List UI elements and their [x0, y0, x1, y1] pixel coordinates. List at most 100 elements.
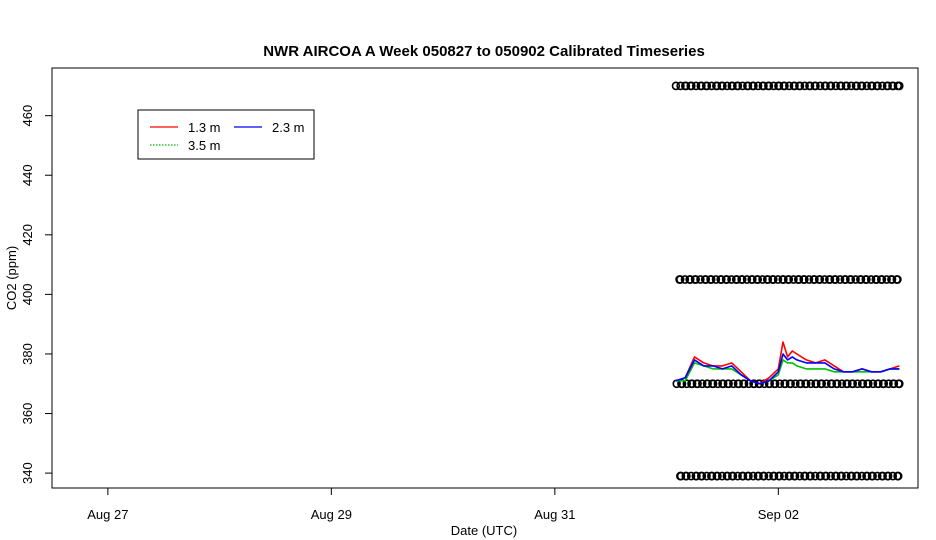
reference-point — [863, 471, 872, 481]
legend-label-2-3m: 2.3 m — [272, 120, 305, 135]
reference-point — [786, 379, 795, 389]
reference-point — [744, 471, 753, 481]
reference-point — [723, 471, 732, 481]
reference-point — [733, 81, 743, 91]
reference-point — [759, 81, 768, 91]
reference-point — [811, 471, 820, 481]
reference-point — [784, 81, 794, 91]
reference-point — [842, 81, 851, 91]
reference-point — [858, 379, 868, 389]
reference-point — [754, 471, 763, 481]
reference-point — [676, 471, 686, 481]
y-tick-label: 420 — [20, 224, 35, 246]
reference-point — [739, 379, 749, 389]
reference-point — [697, 81, 706, 91]
reference-point — [804, 275, 814, 284]
reference-point — [676, 275, 685, 284]
reference-point — [846, 275, 856, 284]
reference-point — [894, 471, 903, 481]
reference-point — [800, 81, 809, 91]
reference-point — [791, 379, 800, 389]
reference-point — [686, 471, 696, 481]
reference-point — [708, 379, 718, 389]
reference-point — [862, 275, 871, 284]
reference-point — [873, 471, 882, 481]
reference-point — [847, 471, 856, 481]
reference-point — [851, 275, 860, 284]
reference-point — [852, 471, 862, 481]
reference-point — [827, 379, 837, 389]
reference-point — [843, 379, 852, 389]
reference-point — [712, 81, 722, 91]
reference-point — [795, 471, 804, 481]
reference-point — [701, 275, 711, 284]
reference-point — [789, 275, 798, 284]
chart-title: NWR AIRCOA A Week 050827 to 050902 Calib… — [263, 43, 705, 60]
reference-point — [781, 379, 790, 389]
y-tick-label: 460 — [20, 105, 35, 127]
reference-point — [836, 81, 846, 91]
reference-point — [866, 275, 876, 284]
reference-point — [784, 275, 794, 284]
reference-point — [758, 275, 767, 284]
x-tick-label: Aug 29 — [311, 507, 352, 522]
x-tick-label: Aug 27 — [87, 507, 128, 522]
reference-point — [872, 275, 881, 284]
reference-point — [893, 275, 902, 284]
reference-point — [711, 275, 721, 284]
legend-label-1-3m: 1.3 m — [188, 120, 221, 135]
reference-point — [733, 471, 742, 481]
reference-point — [686, 275, 695, 284]
series-line-2-3-m — [675, 353, 900, 385]
reference-point — [755, 379, 764, 389]
reference-point — [775, 471, 784, 481]
reference-point — [826, 471, 835, 481]
reference-point — [878, 81, 887, 91]
reference-point — [769, 81, 778, 91]
reference-point — [831, 275, 840, 284]
reference-point — [877, 275, 887, 284]
x-tick-label: Aug 31 — [534, 507, 575, 522]
reference-point — [874, 379, 883, 389]
reference-point — [742, 275, 752, 284]
reference-point — [696, 275, 705, 284]
y-axis: 340 360 380 400 420 440 460 — [20, 105, 52, 484]
reference-point — [738, 275, 747, 284]
reference-point — [816, 471, 825, 481]
reference-point — [774, 81, 784, 91]
reference-point — [738, 471, 748, 481]
reference-point — [775, 379, 785, 389]
x-axis-label: Date (UTC) — [451, 523, 517, 538]
reference-point — [884, 471, 893, 481]
y-tick-label: 360 — [20, 403, 35, 425]
reference-point — [727, 275, 736, 284]
reference-point — [748, 471, 758, 481]
reference-point — [794, 275, 804, 284]
reference-point — [805, 81, 815, 91]
legend-box — [137, 109, 315, 160]
reference-point — [856, 275, 866, 284]
reference-point — [852, 81, 861, 91]
y-tick-label: 340 — [20, 462, 35, 484]
reference-point — [697, 471, 707, 481]
reference-point — [826, 81, 836, 91]
series-line-3-5-m — [675, 359, 900, 385]
reference-point — [732, 275, 742, 284]
reference-point — [832, 471, 841, 481]
reference-point — [713, 379, 722, 389]
reference-point — [888, 471, 898, 481]
reference-point — [702, 471, 711, 481]
reference-point — [806, 379, 816, 389]
reference-point — [707, 81, 716, 91]
reference-point — [691, 275, 700, 284]
reference-point — [842, 471, 851, 481]
reference-point — [883, 81, 892, 91]
reference-point — [680, 275, 690, 284]
reference-point — [884, 379, 893, 389]
reference-point — [848, 379, 858, 389]
reference-point — [802, 379, 811, 389]
reference-point — [728, 471, 738, 481]
reference-point — [769, 275, 778, 284]
reference-point — [682, 471, 691, 481]
